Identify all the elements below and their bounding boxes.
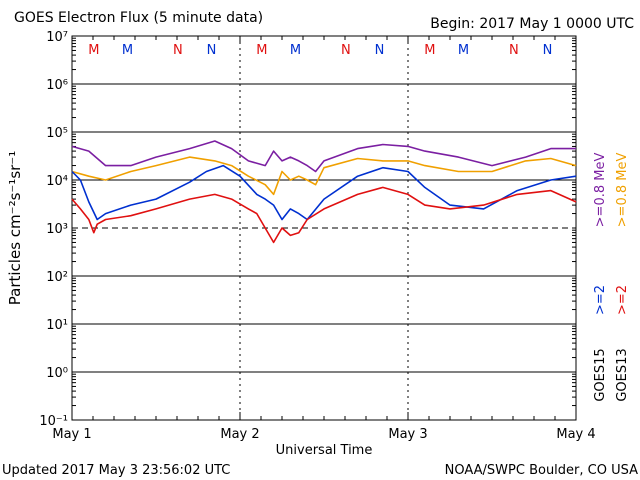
grid-lines (72, 37, 576, 407)
y-tick-label: 10⁷ (46, 30, 68, 45)
legend-entry: >=2 (615, 285, 630, 315)
series-line-3 (71, 164, 577, 221)
updated-time: Updated 2017 May 3 23:56:02 UTC (2, 463, 230, 478)
data-series (71, 140, 577, 244)
y-tick-label: 10³ (46, 222, 68, 237)
day-separators (71, 36, 577, 420)
marker-n: N (543, 43, 553, 58)
y-tick-label: 10⁰ (46, 366, 68, 381)
marker-m: M (256, 43, 267, 58)
credit: NOAA/SWPC Boulder, CO USA (445, 463, 638, 478)
x-tick-label: May 4 (556, 427, 595, 442)
marker-n: N (207, 43, 217, 58)
marker-n: N (509, 43, 519, 58)
legend-entry: >=0.8 MeV (615, 153, 630, 228)
x-tick-label: May 2 (220, 427, 259, 442)
legend-group-label: GOES15 (593, 348, 608, 401)
y-tick-label: 10⁻¹ (39, 414, 68, 429)
marker-m: M (122, 43, 133, 58)
x-tick-label: May 1 (52, 427, 91, 442)
begin-time: Begin: 2017 May 1 0000 UTC (430, 16, 634, 32)
series-line-2 (71, 156, 577, 196)
chart-title: GOES Electron Flux (5 minute data) (14, 10, 263, 26)
y-tick-label: 10⁶ (46, 78, 68, 93)
y-tick-labels: 10⁻¹ 10⁰ 10¹ 10² 10³ 10⁴ 10⁵ 10⁶ 10⁷ (39, 30, 68, 429)
marker-m: M (458, 43, 469, 58)
x-tick-label: May 3 (388, 427, 427, 442)
y-tick-label: 10¹ (46, 318, 68, 333)
series-line-4 (71, 186, 577, 244)
marker-n: N (173, 43, 183, 58)
legend-entry: >=0.8 MeV (593, 153, 608, 228)
marker-n: N (375, 43, 385, 58)
legend-entry: >=2 (593, 285, 608, 315)
y-tick-label: 10⁴ (46, 174, 68, 189)
y-tick-label: 10² (46, 270, 68, 285)
marker-m: M (88, 43, 99, 58)
x-axis-label: Universal Time (276, 443, 373, 458)
y-axis-label: Particles cm⁻²s⁻¹sr⁻¹ (6, 151, 24, 305)
marker-m: M (424, 43, 435, 58)
y-tick-label: 10⁵ (46, 126, 68, 141)
marker-n: N (341, 43, 351, 58)
x-tick-labels: May 1 May 2 May 3 May 4 (52, 427, 595, 442)
marker-m: M (290, 43, 301, 58)
legend-right: >=0.8 MeV >=0.8 MeV >=2 >=2 GOES15 GOES13 (593, 153, 630, 402)
legend-group-label: GOES13 (615, 348, 630, 401)
series-line-1 (71, 140, 576, 173)
